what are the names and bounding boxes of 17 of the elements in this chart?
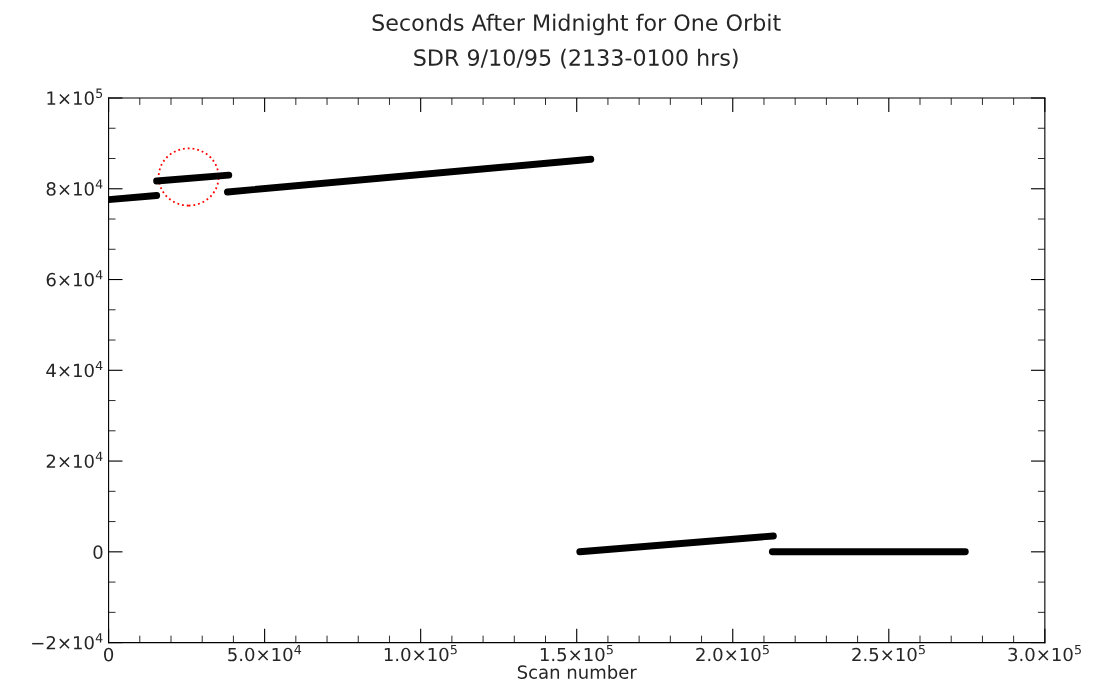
y-tick-label: −2×10$^{4}$ <box>32 633 103 650</box>
y-tick-label: 4×10$^{4}$ <box>46 360 103 378</box>
x-tick-label: 3.0×10$^{5}$ <box>1008 644 1081 662</box>
x-tick-label: 5.0×10$^{4}$ <box>228 644 302 662</box>
x-tick-label: 1.0×10$^{5}$ <box>384 644 457 662</box>
y-tick-label: 1×10$^{5}$ <box>47 88 103 105</box>
y-tick-label: 2×10$^{4}$ <box>46 451 103 469</box>
x-tick-label: 1.5×10$^{5}$ <box>540 644 613 662</box>
y-tick-label: 0 <box>93 545 103 559</box>
chart-subtitle: SDR 9/10/95 (2133-0100 hrs) <box>414 48 738 69</box>
x-tick-label: 2.0×10$^{5}$ <box>696 644 769 662</box>
y-tick-label: 6×10$^{4}$ <box>46 270 103 287</box>
x-axis-title: Scan number <box>517 664 637 679</box>
x-tick-label: 2.5×10$^{5}$ <box>852 644 925 662</box>
chart-title: Seconds After Midnight for One Orbit <box>372 13 781 36</box>
y-tick-label: 8×10$^{4}$ <box>46 179 103 196</box>
x-tick-label: 0 <box>104 647 114 662</box>
